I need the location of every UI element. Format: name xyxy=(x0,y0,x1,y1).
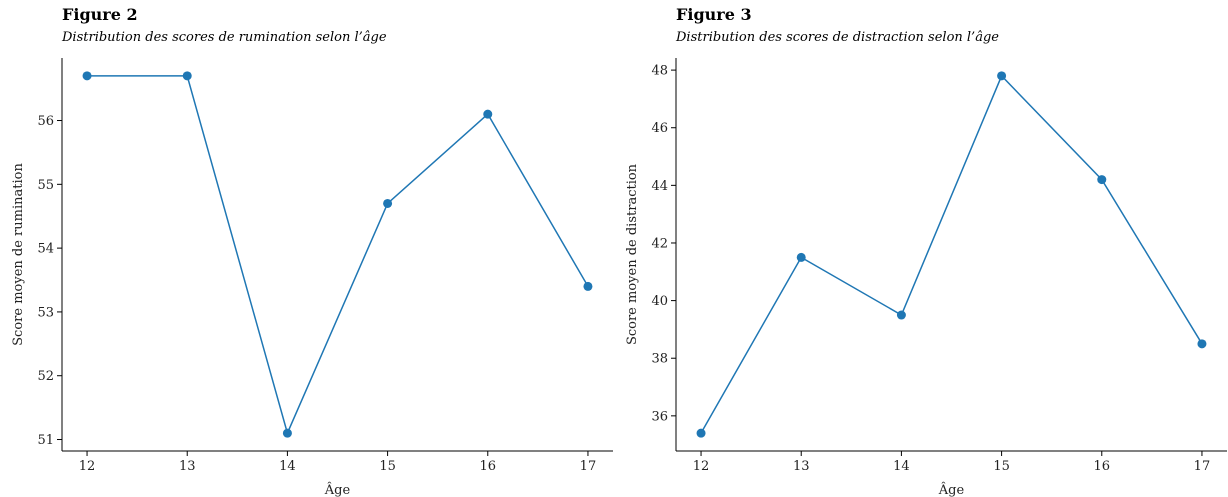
x-tick-label: 15 xyxy=(993,459,1010,474)
x-tick-label: 14 xyxy=(893,459,910,474)
series-line xyxy=(700,74,1203,434)
y-tick-label: 56 xyxy=(37,114,54,129)
x-tick-label: 13 xyxy=(179,459,196,474)
x-tick-label: 12 xyxy=(79,459,96,474)
y-tick-label: 40 xyxy=(651,294,668,309)
data-point xyxy=(583,281,593,291)
x-tick-label: 16 xyxy=(1093,459,1110,474)
data-point xyxy=(896,310,906,320)
x-tick-label: 14 xyxy=(279,459,296,474)
series-line xyxy=(87,75,589,436)
data-point xyxy=(82,71,92,81)
y-tick-label: 38 xyxy=(651,352,668,367)
data-point xyxy=(796,252,806,262)
x-tick-label: 17 xyxy=(1194,459,1211,474)
x-tick-label: 12 xyxy=(693,459,710,474)
x-axis-label: Âge xyxy=(324,482,351,497)
data-point xyxy=(182,71,192,81)
x-tick-label: 16 xyxy=(479,459,496,474)
figure-2-caption: Distribution des scores de rumination se… xyxy=(62,30,387,45)
y-tick-label: 52 xyxy=(37,369,54,384)
x-axis-label: Âge xyxy=(938,482,965,497)
data-point xyxy=(997,71,1007,81)
data-point xyxy=(696,428,706,438)
y-tick-label: 51 xyxy=(37,433,54,448)
y-axis-label: Score moyen de distraction xyxy=(625,163,640,345)
distraction-line-chart: 12 13 14 15 16 17 36 38 40 42 44 46 48 Âge Score moyen… xyxy=(625,58,1227,497)
data-point xyxy=(1197,339,1207,349)
figure-3-panel: Figure 3 Distribution des scores de dist… xyxy=(614,0,1228,497)
figure-2-label: Figure 2 xyxy=(62,5,138,24)
y-tick-label: 44 xyxy=(651,179,668,194)
y-tick-label: 46 xyxy=(651,121,668,136)
x-tick-label: 17 xyxy=(580,459,597,474)
x-tick-label: 13 xyxy=(793,459,810,474)
y-tick-label: 48 xyxy=(651,64,668,79)
y-tick-label: 36 xyxy=(651,409,668,424)
data-point xyxy=(483,109,493,119)
y-tick-label: 53 xyxy=(37,305,54,320)
data-point xyxy=(1097,175,1107,185)
x-tick-label: 15 xyxy=(379,459,396,474)
y-tick-label: 55 xyxy=(37,178,54,193)
figure-3-label: Figure 3 xyxy=(676,5,752,24)
y-axis-label: Score moyen de rumination xyxy=(11,163,26,346)
rumination-line-chart: 12 13 14 15 16 17 51 52 53 54 55 56 Âge Score moyen d… xyxy=(11,58,613,497)
figure-2-panel: Figure 2 Distribution des scores de rumi… xyxy=(11,5,613,497)
y-tick-label: 42 xyxy=(651,236,668,251)
data-point xyxy=(383,198,393,208)
figure-3-caption: Distribution des scores de distraction s… xyxy=(676,30,999,45)
data-point xyxy=(282,428,292,438)
y-tick-label: 54 xyxy=(37,242,54,257)
